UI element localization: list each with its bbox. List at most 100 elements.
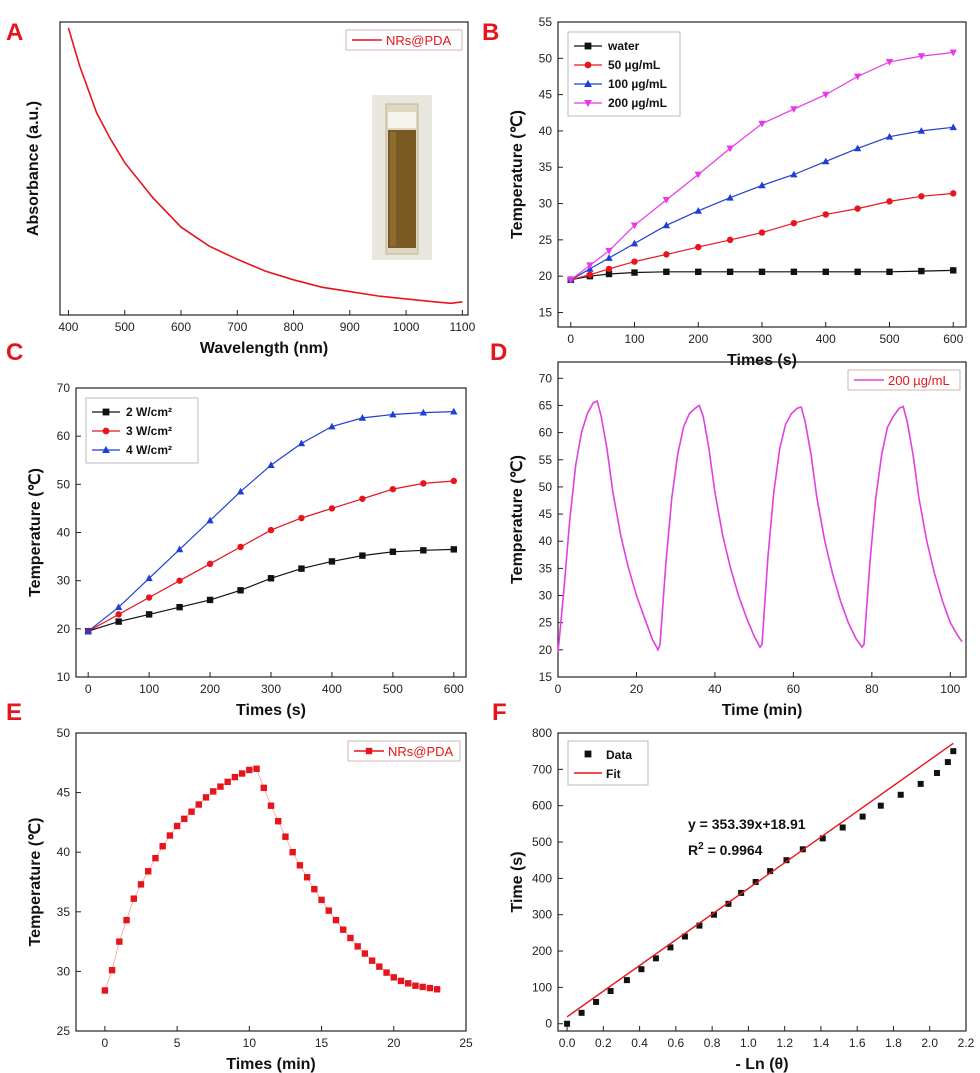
legend-box <box>847 369 961 391</box>
legend-label: 4 W/cm² <box>126 443 172 457</box>
legend-label: water <box>607 39 640 53</box>
plot-frame <box>557 732 967 1032</box>
data-point <box>567 276 575 284</box>
legend-label: 3 W/cm² <box>126 424 172 438</box>
legend-box <box>345 29 463 51</box>
x-tick-label: 1.8 <box>885 1036 902 1050</box>
x-tick-label: 300 <box>752 332 772 346</box>
data-point <box>638 966 645 973</box>
data-point <box>758 268 766 276</box>
x-tick-label: 1100 <box>449 320 475 334</box>
plot-frame <box>75 732 467 1032</box>
data-point <box>166 832 174 839</box>
data-point <box>695 243 702 251</box>
data-point <box>586 271 594 278</box>
data-point <box>328 422 336 430</box>
data-point <box>944 759 951 766</box>
data-point <box>115 611 122 618</box>
data-point <box>917 53 926 60</box>
data-point <box>822 157 830 165</box>
plot-frame <box>557 361 967 678</box>
data-point <box>108 967 116 974</box>
data-point <box>145 868 152 875</box>
data-point <box>260 784 267 792</box>
y-tick-label: 700 <box>532 762 552 776</box>
data-point <box>419 408 428 416</box>
data-point <box>662 221 671 229</box>
series-line <box>104 768 438 991</box>
data-point <box>917 780 924 787</box>
data-point <box>726 236 734 244</box>
data-point <box>145 594 153 601</box>
legend-marker <box>584 42 592 50</box>
x-tick-label: 40 <box>708 682 722 696</box>
data-point <box>298 514 305 522</box>
data-point <box>605 270 613 278</box>
data-point <box>389 548 397 555</box>
series-1 <box>567 190 957 283</box>
y-tick-label: 15 <box>539 670 553 684</box>
r-value: = 0.9964 <box>704 842 763 858</box>
data-point <box>175 545 184 553</box>
y-tick-label: 35 <box>539 561 553 575</box>
data-point <box>405 980 412 987</box>
data-point <box>123 916 130 924</box>
data-point <box>859 813 866 820</box>
x-tick-label: 400 <box>58 320 78 334</box>
data-point <box>885 132 894 140</box>
x-tick-label: 500 <box>879 332 899 346</box>
data-point <box>433 986 441 993</box>
data-point <box>275 818 282 825</box>
fit-line <box>566 742 954 1018</box>
data-point <box>886 268 893 276</box>
data-point <box>605 265 613 273</box>
y-tick-label: 45 <box>539 507 553 521</box>
y-tick-label: 30 <box>57 574 71 588</box>
x-axis-label: Times (s) <box>236 702 306 719</box>
y-tick-label: 15 <box>539 305 553 319</box>
y-tick-label: 25 <box>539 233 553 247</box>
plot-frame <box>59 21 469 316</box>
y-axis-label: Temperature (℃) <box>509 110 526 239</box>
series-0 <box>101 765 441 994</box>
legend-marker <box>584 99 592 108</box>
y-axis-label: Time (s) <box>509 851 526 912</box>
data-point <box>267 575 275 582</box>
data-point <box>332 916 340 924</box>
data-point <box>420 480 427 487</box>
series-0 <box>557 400 963 653</box>
data-point <box>195 801 202 808</box>
data-point <box>354 943 361 950</box>
data-point <box>202 794 210 801</box>
data-point <box>303 874 311 881</box>
data-point <box>114 603 123 611</box>
data-point <box>328 505 336 512</box>
y-tick-label: 55 <box>539 15 553 29</box>
data-point <box>267 802 275 809</box>
cuvette-photo <box>372 95 432 260</box>
series-2 <box>84 407 458 635</box>
data-point <box>783 857 790 864</box>
x-tick-label: 100 <box>624 332 644 346</box>
x-tick-label: 2.0 <box>921 1036 938 1050</box>
series-line <box>570 269 954 281</box>
legend-box <box>347 740 461 762</box>
data-point <box>918 193 925 200</box>
y-tick-label: 50 <box>57 477 71 491</box>
legend: Data Fit <box>567 740 649 786</box>
y-tick-label: 100 <box>532 980 552 994</box>
x-tick-label: 900 <box>340 320 360 334</box>
y-tick-label: 70 <box>57 381 71 395</box>
data-point <box>854 268 861 276</box>
data-point <box>368 957 376 964</box>
data-point <box>231 773 239 781</box>
data-point <box>790 170 798 178</box>
series-0 <box>67 27 463 305</box>
y-tick-label: 70 <box>539 371 553 385</box>
data-point <box>605 254 613 261</box>
x-tick-label: 0.4 <box>631 1036 648 1050</box>
legend: 200 µg/mL <box>847 369 961 391</box>
x-tick-label: 0.0 <box>559 1036 576 1050</box>
x-tick-label: 0 <box>102 1036 109 1050</box>
data-point <box>383 969 390 976</box>
